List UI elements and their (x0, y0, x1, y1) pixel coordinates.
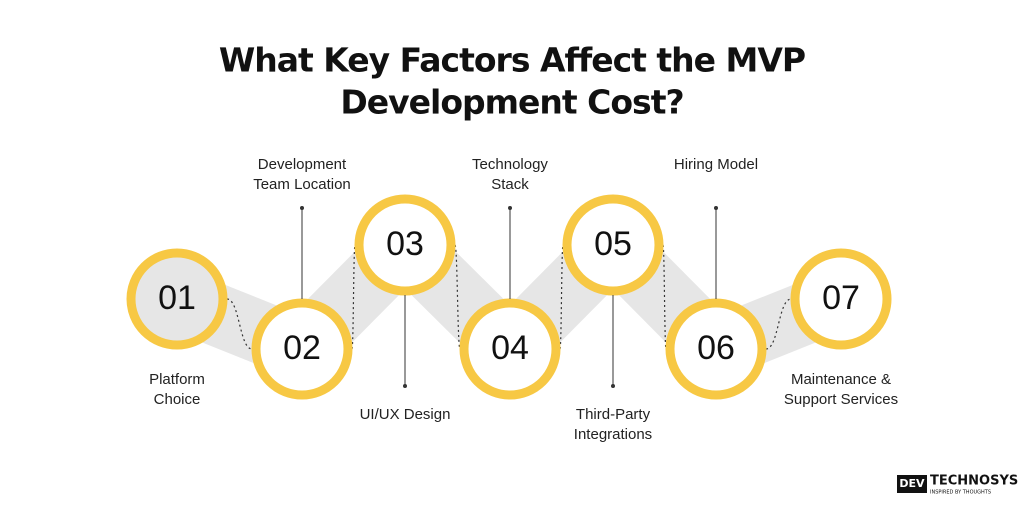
step-circle (790, 248, 892, 350)
step-number: 02 (283, 329, 321, 367)
leader-dot (714, 206, 718, 210)
dotted-connector (454, 244, 461, 350)
leader-dot (403, 384, 407, 388)
step-circle (354, 194, 456, 296)
step-label: Stack (491, 176, 529, 193)
step-circle (665, 298, 767, 400)
step-number: 01 (158, 279, 196, 317)
leader-dot (508, 206, 512, 210)
dotted-connector (351, 244, 356, 350)
step-label: Choice (154, 391, 201, 408)
step-number: 03 (386, 225, 424, 263)
logo-brand: DEV (899, 477, 925, 490)
step-label: Platform (149, 371, 205, 388)
step-label: Technology (472, 156, 548, 173)
step-number: 05 (594, 225, 632, 263)
title-line: What Key Factors Affect the MVP (219, 41, 805, 80)
logo-name: TECHNOSYS (930, 474, 1018, 489)
step-circle (562, 194, 664, 296)
title-line: Development Cost? (340, 83, 683, 122)
dotted-connector (662, 244, 667, 350)
step-label: Support Services (784, 391, 898, 408)
step-circle (251, 298, 353, 400)
step-label: Development (258, 156, 347, 173)
step-label: Hiring Model (674, 156, 758, 173)
dotted-connector (559, 244, 564, 350)
step-circle (126, 248, 228, 350)
step-label: Team Location (253, 176, 351, 193)
step-circle (459, 298, 561, 400)
logo: DEV TECHNOSYS INSPIRED BY THOUGHTS (897, 474, 1018, 496)
logo-box (897, 475, 927, 493)
step-number: 04 (491, 329, 529, 367)
logo-tagline: INSPIRED BY THOUGHTS (930, 490, 991, 496)
step-label: Third-Party (576, 406, 651, 423)
step-label: UI/UX Design (360, 406, 451, 423)
step-label: Maintenance & (791, 371, 891, 388)
step-number: 06 (697, 329, 735, 367)
leader-dot (300, 206, 304, 210)
step-label: Integrations (574, 426, 652, 443)
leader-dot (611, 384, 615, 388)
step-number: 07 (822, 279, 860, 317)
